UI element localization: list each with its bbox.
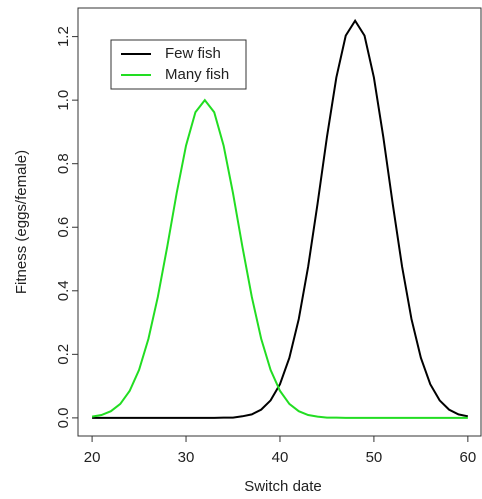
series-line bbox=[92, 18, 469, 419]
y-tick-label: 0.4 bbox=[55, 280, 72, 301]
x-tick-label: 20 bbox=[84, 449, 101, 466]
x-tick-label: 30 bbox=[178, 449, 195, 466]
y-axis-label: Fitness (eggs/female) bbox=[13, 150, 30, 294]
y-tick-label: 0.6 bbox=[55, 217, 72, 238]
y-tick-label: 0.0 bbox=[55, 407, 72, 428]
x-axis-label: Switch date bbox=[244, 478, 322, 495]
legend-label: Many fish bbox=[165, 66, 229, 83]
x-tick-label: 50 bbox=[366, 449, 383, 466]
y-tick-label: 0.2 bbox=[55, 344, 72, 365]
legend-label: Few fish bbox=[165, 45, 221, 62]
x-tick-label: 60 bbox=[460, 449, 477, 466]
x-tick-label: 40 bbox=[272, 449, 289, 466]
legend-box bbox=[110, 39, 247, 90]
series-line bbox=[91, 98, 468, 419]
y-tick-label: 1.2 bbox=[55, 26, 72, 47]
y-tick-label: 0.8 bbox=[55, 153, 72, 174]
y-tick-label: 1.0 bbox=[55, 90, 72, 111]
